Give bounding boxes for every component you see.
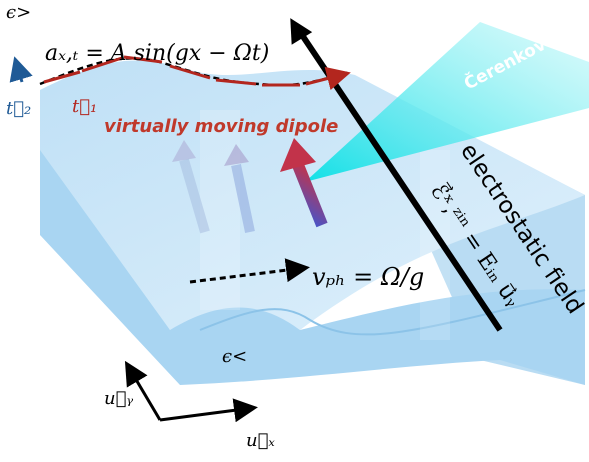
dipole-arrow — [292, 162, 328, 228]
vph-label: vₚₕ = Ω/g — [312, 263, 424, 291]
dipole-arrow-head — [280, 138, 316, 172]
eps-top-label: ϵ> — [6, 2, 31, 23]
slab-shade — [200, 110, 240, 310]
vph-arrow — [189, 258, 310, 284]
tangent-arrows — [43, 57, 345, 85]
uy-label: u⃗ᵧ — [104, 388, 133, 409]
ux-axis-arrow — [159, 398, 258, 423]
dipole-label: virtually moving dipole — [104, 116, 338, 137]
surface-wave — [39, 57, 351, 87]
eps-bottom-label: ϵ< — [222, 346, 247, 367]
uy-axis-arrow — [124, 360, 162, 421]
dipole-ghost — [179, 158, 210, 234]
dipole-ghost-head — [172, 140, 196, 162]
dipole-ghost — [231, 163, 255, 234]
slab-lower-face — [40, 150, 585, 385]
dipole-ghost-head — [224, 144, 249, 166]
t1-label: t⃗₁ — [72, 96, 97, 117]
surface-equation: aₓ,ₜ = A sin(gx − Ωt) — [45, 41, 269, 66]
field-arrow-head — [290, 18, 313, 45]
t2-label: t⃗₂ — [6, 98, 31, 119]
t2-arrow — [9, 56, 33, 83]
slab-bottom-wave — [199, 289, 586, 336]
ux-label: u⃗ₓ — [246, 430, 275, 451]
